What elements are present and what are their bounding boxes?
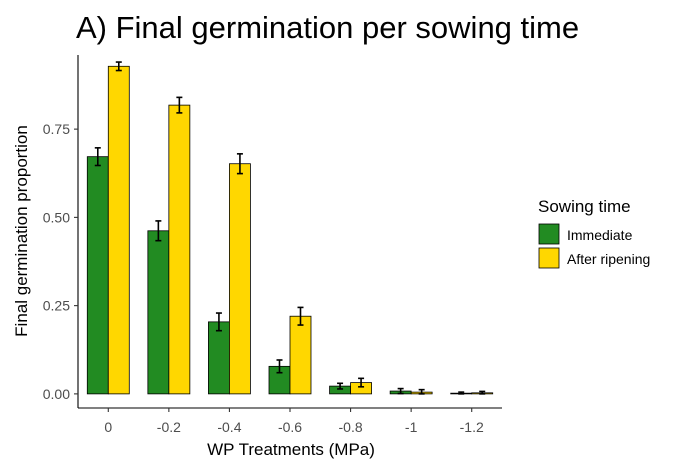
x-tick-label: -0.6 <box>278 419 302 435</box>
bar-after-ripening <box>229 163 251 395</box>
y-axis-label: Final germination proportion <box>12 125 31 337</box>
error-bar-after-ripening <box>479 390 486 395</box>
legend-label-after-ripening: After ripening <box>567 251 650 267</box>
plot-area <box>86 61 494 395</box>
error-bar-after-ripening <box>176 96 183 114</box>
legend: Sowing time Immediate After ripening <box>538 197 650 269</box>
y-tick-label: 0.50 <box>43 209 70 225</box>
chart-title: A) Final germination per sowing time <box>76 10 579 45</box>
y-tick-label: 0.25 <box>43 298 70 314</box>
error-bar-immediate <box>397 387 404 395</box>
x-ticks: 0 -0.2 -0.4 -0.6 -0.8 -1 -1.2 <box>104 408 484 435</box>
bar-after-ripening <box>107 65 130 395</box>
legend-title: Sowing time <box>538 197 631 216</box>
bar-after-ripening <box>168 104 191 395</box>
error-bar-immediate <box>458 391 465 395</box>
error-bar-immediate <box>337 382 344 390</box>
bar-after-ripening <box>289 315 312 395</box>
bar-immediate <box>208 321 230 395</box>
x-tick-label: -1.2 <box>460 419 484 435</box>
x-tick-label: -0.2 <box>157 419 181 435</box>
bar-immediate <box>147 230 170 395</box>
y-ticks: 0.00 0.25 0.50 0.75 <box>43 121 78 402</box>
y-tick-label: 0.75 <box>43 121 70 137</box>
legend-label-immediate: Immediate <box>567 227 633 243</box>
x-tick-label: -1 <box>405 419 418 435</box>
y-tick-label: 0.00 <box>43 386 70 402</box>
legend-swatch-after-ripening <box>538 247 560 269</box>
error-bar-immediate <box>276 359 283 374</box>
x-tick-label: -0.4 <box>217 419 241 435</box>
error-bar-immediate <box>215 312 222 332</box>
error-bar-after-ripening <box>418 388 425 395</box>
x-tick-label: -0.8 <box>339 419 363 435</box>
x-axis-label: WP Treatments (MPa) <box>207 440 375 459</box>
error-bar-after-ripening <box>115 61 122 72</box>
error-bar-after-ripening <box>236 153 243 175</box>
error-bar-immediate <box>155 220 162 242</box>
bar-immediate <box>86 156 109 395</box>
error-bar-after-ripening <box>358 377 365 388</box>
error-bar-immediate <box>94 147 101 167</box>
legend-swatch-immediate <box>538 223 560 245</box>
x-tick-label: 0 <box>104 419 112 435</box>
error-bar-after-ripening <box>297 306 304 326</box>
